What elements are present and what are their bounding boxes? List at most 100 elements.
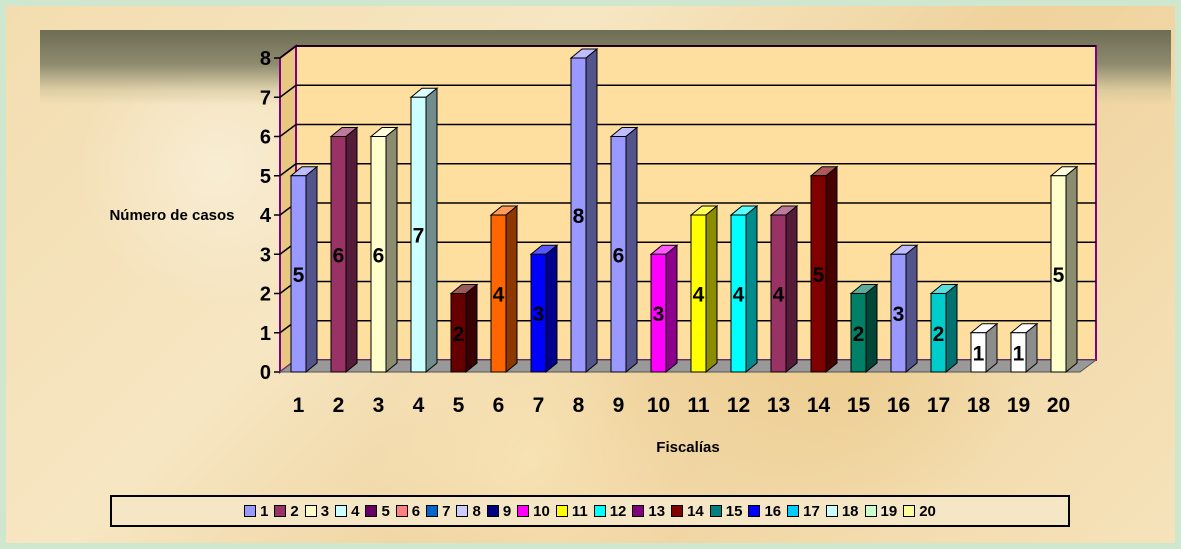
legend-label: 20 — [919, 502, 936, 520]
bar — [849, 283, 879, 374]
legend-item: 15 — [709, 503, 742, 520]
bar — [769, 204, 799, 374]
bar-side — [425, 87, 438, 374]
data-label: 4 — [693, 284, 705, 307]
legend-swatch — [825, 505, 838, 517]
legend-label: 19 — [880, 502, 898, 520]
bar-side — [1025, 322, 1038, 374]
bar-side — [985, 322, 998, 374]
bar-front — [570, 57, 587, 373]
legend-label: 11 — [571, 502, 588, 520]
data-label: 4 — [773, 284, 785, 307]
y-tick-label: 3 — [260, 244, 271, 266]
bar-side — [625, 126, 638, 374]
x-tick-label: 9 — [613, 394, 625, 417]
data-label: 6 — [333, 244, 345, 267]
legend-label: 10 — [533, 502, 550, 520]
y-tick-label: 2 — [260, 284, 271, 306]
bar-side — [785, 204, 798, 374]
bar-side — [545, 244, 558, 374]
legend-item: 2 — [274, 503, 299, 520]
legend-swatch — [274, 505, 287, 517]
data-label: 5 — [293, 264, 305, 287]
legend-label: 9 — [502, 502, 512, 520]
x-tick-label: 8 — [573, 394, 585, 417]
bar-front — [530, 253, 547, 373]
bar — [929, 283, 959, 374]
legend-item: 10 — [517, 503, 550, 520]
bar-front — [370, 136, 387, 373]
legend-item: 19 — [864, 502, 898, 520]
data-label: 4 — [493, 284, 505, 307]
bar — [689, 204, 719, 374]
bar-side — [825, 165, 838, 374]
bar-front — [410, 96, 427, 373]
legend-swatch — [486, 505, 499, 517]
legend-swatch — [903, 505, 916, 517]
legend-swatch — [335, 505, 348, 517]
gridline-side — [279, 123, 297, 138]
labels-group: 5162637425463788693104114124135142153162… — [293, 205, 1071, 417]
legend: 1 2 3 4 5 6 7 8 9 10 11 12 13 14 15 16 17 18 19 20 — [110, 495, 1070, 527]
legend-item: 5 — [365, 502, 390, 520]
legend-swatch — [456, 505, 469, 517]
gridline-side — [279, 163, 297, 177]
bar-front — [490, 214, 507, 373]
y-tick-label: 7 — [260, 87, 271, 109]
bar-side — [665, 244, 678, 374]
legend-swatch — [709, 505, 722, 517]
bar-front — [450, 293, 467, 373]
bar-side — [345, 126, 358, 374]
bar — [329, 126, 359, 374]
bar-side — [385, 126, 398, 374]
bar — [289, 165, 319, 374]
legend-item: 8 — [456, 502, 481, 520]
y-tick-label: 0 — [260, 362, 271, 384]
legend-item: 6 — [395, 503, 420, 520]
data-label: 1 — [1013, 342, 1025, 365]
x-tick-label: 7 — [533, 394, 545, 417]
bar — [1009, 322, 1039, 374]
x-tick-label: 12 — [727, 394, 750, 417]
legend-swatch — [593, 505, 606, 517]
data-label: 3 — [653, 303, 665, 326]
data-label: 2 — [853, 323, 865, 346]
x-axis-label: Fiscalías — [656, 439, 719, 456]
bar-front — [650, 253, 667, 373]
bar-front — [1010, 332, 1027, 373]
legend-label: 4 — [351, 502, 360, 520]
bar — [889, 244, 919, 374]
data-label: 7 — [413, 225, 425, 248]
data-label: 8 — [573, 205, 585, 228]
legend-item: 20 — [903, 503, 936, 520]
bar — [529, 244, 559, 374]
legend-label: 13 — [648, 502, 666, 520]
x-tick-label: 3 — [373, 394, 385, 417]
bar-front — [730, 214, 747, 373]
legend-label: 16 — [764, 502, 782, 520]
bar — [409, 87, 439, 374]
bar-side — [465, 283, 478, 374]
data-label: 6 — [373, 244, 385, 267]
gridline-side — [279, 84, 297, 98]
legend-label: 18 — [841, 502, 859, 520]
x-tick-label: 20 — [1047, 394, 1070, 417]
bar — [649, 244, 679, 374]
legend-item: 14 — [671, 503, 704, 520]
x-tick-label: 19 — [1007, 394, 1030, 417]
legend-label: 5 — [381, 502, 390, 520]
bar-front — [810, 175, 827, 373]
bar — [609, 126, 639, 374]
legend-label: 8 — [472, 502, 481, 520]
legend-swatch — [426, 505, 439, 517]
bar — [1049, 165, 1079, 374]
bar-front — [930, 293, 947, 373]
legend-item: 13 — [632, 503, 665, 520]
bar — [809, 165, 839, 374]
legend-label: 14 — [687, 502, 704, 520]
x-tick-label: 18 — [967, 394, 991, 417]
data-label: 2 — [933, 323, 945, 346]
legend-label: 12 — [609, 502, 627, 520]
data-label: 1 — [973, 342, 985, 365]
bar-side — [705, 204, 718, 374]
